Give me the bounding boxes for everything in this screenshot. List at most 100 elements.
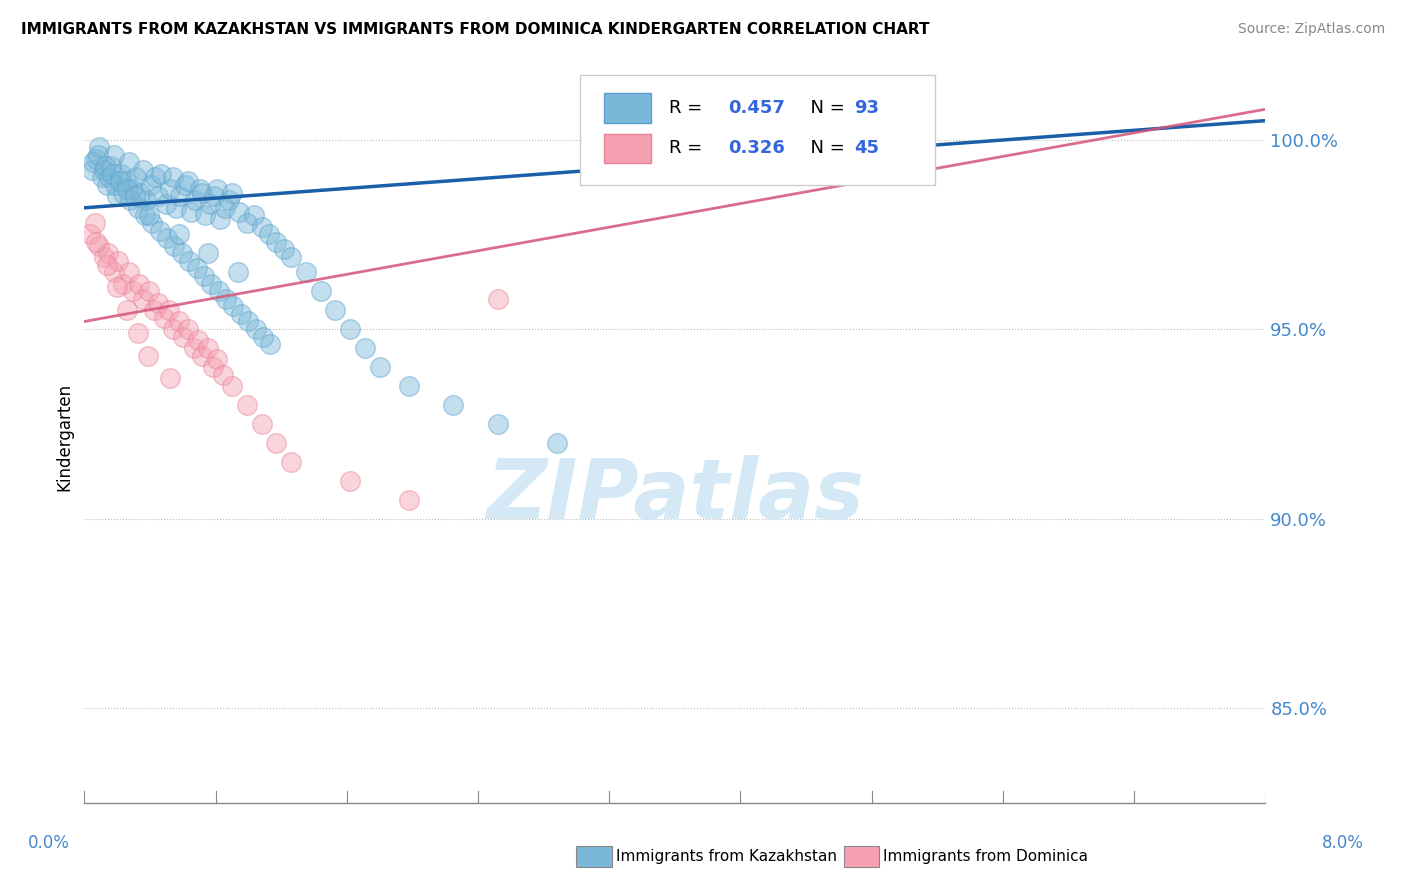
Text: IMMIGRANTS FROM KAZAKHSTAN VS IMMIGRANTS FROM DOMINICA KINDERGARTEN CORRELATION : IMMIGRANTS FROM KAZAKHSTAN VS IMMIGRANTS… bbox=[21, 22, 929, 37]
Point bbox=[215, 292, 238, 306]
Point bbox=[141, 216, 163, 230]
Point bbox=[339, 474, 361, 488]
Point bbox=[591, 125, 613, 139]
Point bbox=[83, 216, 105, 230]
Point bbox=[212, 368, 235, 382]
Point bbox=[193, 268, 215, 283]
Point bbox=[295, 265, 318, 279]
Text: Source: ZipAtlas.com: Source: ZipAtlas.com bbox=[1237, 22, 1385, 37]
Text: 0.326: 0.326 bbox=[728, 139, 785, 157]
Point bbox=[159, 182, 181, 196]
Point bbox=[157, 303, 180, 318]
Point bbox=[86, 147, 108, 161]
Point bbox=[172, 329, 194, 343]
Point bbox=[650, 132, 672, 146]
Point bbox=[184, 193, 207, 207]
Point bbox=[111, 277, 134, 291]
Point bbox=[100, 159, 122, 173]
Text: N =: N = bbox=[799, 99, 851, 117]
Point bbox=[167, 227, 190, 242]
Point bbox=[443, 398, 465, 412]
Point bbox=[114, 174, 136, 188]
Point bbox=[200, 277, 222, 291]
Point bbox=[198, 197, 221, 211]
Point bbox=[266, 235, 288, 249]
Text: 93: 93 bbox=[855, 99, 879, 117]
Point bbox=[197, 246, 219, 260]
Point bbox=[84, 152, 107, 166]
Text: Immigrants from Dominica: Immigrants from Dominica bbox=[883, 849, 1088, 863]
Text: 45: 45 bbox=[855, 139, 879, 157]
Point bbox=[98, 170, 121, 185]
Point bbox=[309, 284, 332, 298]
Point bbox=[546, 435, 568, 450]
Point bbox=[221, 379, 243, 393]
Point bbox=[94, 159, 117, 173]
Point bbox=[132, 162, 155, 177]
Point bbox=[250, 417, 273, 431]
Point bbox=[398, 492, 420, 507]
Point bbox=[134, 208, 156, 222]
Point bbox=[156, 231, 179, 245]
Point bbox=[252, 329, 274, 343]
Point bbox=[259, 337, 281, 351]
Point bbox=[148, 295, 170, 310]
Point bbox=[139, 178, 162, 192]
Point bbox=[127, 201, 149, 215]
Point bbox=[398, 379, 420, 393]
Point bbox=[197, 341, 219, 355]
Point bbox=[103, 265, 125, 279]
Point bbox=[138, 208, 160, 222]
Point bbox=[96, 178, 118, 192]
Point bbox=[207, 352, 229, 367]
Point bbox=[84, 235, 107, 249]
Point bbox=[238, 314, 260, 328]
FancyBboxPatch shape bbox=[581, 75, 935, 185]
Point bbox=[167, 314, 190, 328]
Point bbox=[188, 182, 211, 196]
Point bbox=[180, 204, 202, 219]
Point bbox=[486, 292, 509, 306]
Point bbox=[115, 303, 138, 318]
Point bbox=[111, 186, 134, 200]
Point bbox=[354, 341, 377, 355]
Point bbox=[207, 182, 229, 196]
Point bbox=[186, 261, 208, 276]
Point bbox=[280, 455, 302, 469]
Point bbox=[191, 186, 214, 200]
Point bbox=[266, 435, 288, 450]
Point bbox=[143, 170, 166, 185]
Point bbox=[132, 292, 155, 306]
Point bbox=[87, 140, 111, 154]
Point bbox=[127, 326, 149, 340]
Point bbox=[368, 359, 391, 374]
Point bbox=[82, 155, 104, 169]
Point bbox=[150, 167, 173, 181]
Point bbox=[194, 208, 217, 222]
Point bbox=[142, 303, 165, 318]
Point bbox=[257, 227, 280, 242]
Point bbox=[187, 334, 209, 348]
Point bbox=[93, 250, 115, 264]
Point bbox=[250, 219, 273, 234]
Point bbox=[115, 182, 138, 196]
Point bbox=[170, 246, 193, 260]
Point bbox=[91, 170, 114, 185]
Text: 8.0%: 8.0% bbox=[1322, 834, 1364, 852]
Point bbox=[221, 186, 243, 200]
Point bbox=[153, 310, 176, 325]
Point bbox=[486, 417, 509, 431]
Point bbox=[280, 250, 302, 264]
Point bbox=[118, 265, 141, 279]
Point bbox=[124, 189, 146, 203]
Text: 0.0%: 0.0% bbox=[28, 834, 70, 852]
FancyBboxPatch shape bbox=[605, 94, 651, 122]
Point bbox=[138, 284, 160, 298]
Point bbox=[191, 349, 214, 363]
Point bbox=[738, 121, 761, 136]
Point bbox=[159, 371, 181, 385]
Text: ZIPatlas: ZIPatlas bbox=[486, 455, 863, 536]
Point bbox=[96, 258, 118, 272]
Point bbox=[97, 246, 120, 260]
Point bbox=[169, 189, 191, 203]
